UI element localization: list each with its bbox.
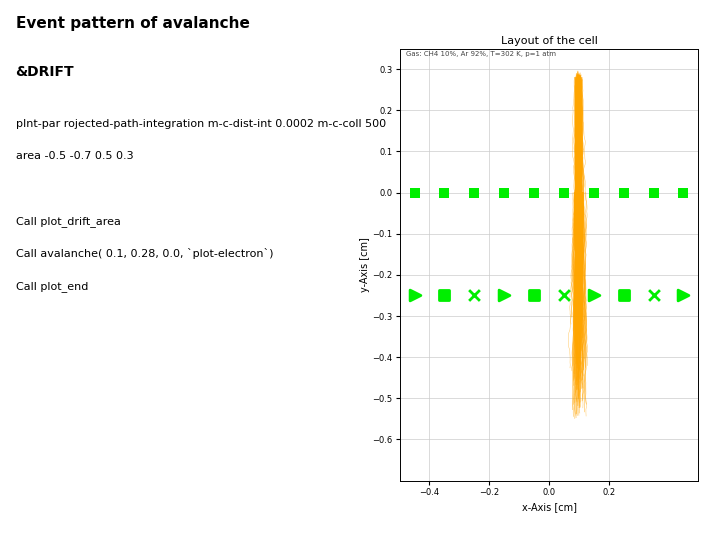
Point: [469, 188, 480, 197]
Point: [678, 188, 689, 197]
Point: [409, 188, 420, 197]
Point: [438, 291, 450, 300]
Y-axis label: y-Axis [cm]: y-Axis [cm]: [359, 237, 369, 292]
Point: [409, 291, 420, 300]
Text: Call plot_drift_area: Call plot_drift_area: [16, 216, 120, 227]
Title: Layout of the cell: Layout of the cell: [500, 36, 598, 46]
Text: pInt-par rojected-path-integration m-c-dist-int 0.0002 m-c-coll 500: pInt-par rojected-path-integration m-c-d…: [16, 119, 386, 129]
Point: [588, 291, 600, 300]
Point: [558, 188, 570, 197]
Point: [618, 188, 629, 197]
Text: Call plot_end: Call plot_end: [16, 281, 88, 292]
Point: [558, 291, 570, 300]
Point: [498, 291, 510, 300]
Text: &DRIFT: &DRIFT: [16, 65, 74, 79]
Point: [648, 291, 660, 300]
Point: [678, 291, 689, 300]
Text: Event pattern of avalanche: Event pattern of avalanche: [16, 16, 249, 31]
Text: Call avalanche( 0.1, 0.28, 0.0, `plot-electron`): Call avalanche( 0.1, 0.28, 0.0, `plot-el…: [16, 248, 273, 259]
Point: [528, 291, 540, 300]
Point: [618, 291, 629, 300]
Point: [528, 188, 540, 197]
Point: [648, 188, 660, 197]
Point: [588, 188, 600, 197]
Text: area -0.5 -0.7 0.5 0.3: area -0.5 -0.7 0.5 0.3: [16, 151, 133, 161]
Point: [469, 291, 480, 300]
Point: [438, 188, 450, 197]
Text: Gas: CH4 10%, Ar 92%, T=302 K, p=1 atm: Gas: CH4 10%, Ar 92%, T=302 K, p=1 atm: [405, 51, 556, 57]
X-axis label: x-Axis [cm]: x-Axis [cm]: [521, 502, 577, 512]
Point: [498, 188, 510, 197]
